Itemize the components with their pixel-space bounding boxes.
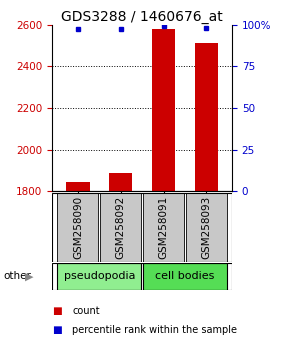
Text: pseudopodia: pseudopodia <box>64 271 135 281</box>
Text: other: other <box>3 271 31 281</box>
Bar <box>143 263 227 290</box>
Text: GSM258091: GSM258091 <box>159 196 168 259</box>
Bar <box>152 29 175 191</box>
Bar <box>186 193 227 262</box>
Text: percentile rank within the sample: percentile rank within the sample <box>72 325 238 335</box>
Text: GSM258092: GSM258092 <box>116 196 126 259</box>
Bar <box>143 193 184 262</box>
Title: GDS3288 / 1460676_at: GDS3288 / 1460676_at <box>61 10 223 24</box>
Bar <box>109 173 133 191</box>
Text: ■: ■ <box>52 306 62 316</box>
Text: ■: ■ <box>52 325 62 335</box>
Bar <box>57 263 141 290</box>
Bar <box>100 193 141 262</box>
Text: GSM258093: GSM258093 <box>201 196 211 259</box>
Text: ▶: ▶ <box>25 271 33 281</box>
Bar <box>66 182 90 191</box>
Bar <box>195 44 218 191</box>
Text: GSM258090: GSM258090 <box>73 196 83 259</box>
Bar <box>57 193 98 262</box>
Text: count: count <box>72 306 100 316</box>
Text: cell bodies: cell bodies <box>155 271 215 281</box>
